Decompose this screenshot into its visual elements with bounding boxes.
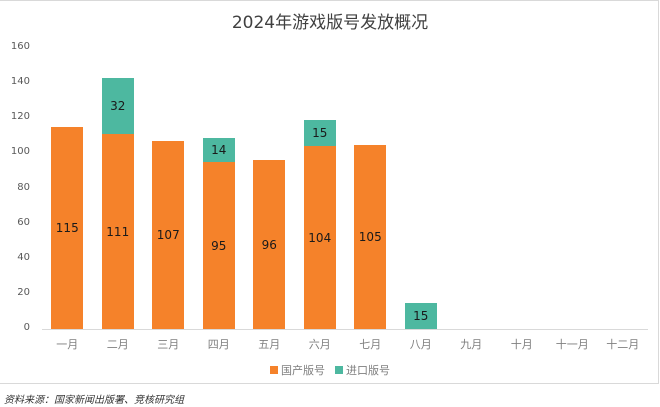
y-tick-label: 120 (10, 111, 30, 123)
x-tick-label: 十月 (510, 338, 533, 351)
legend-label-imported: 进口版号 (346, 364, 390, 377)
bar-segment-domestic: 115 (51, 127, 84, 329)
bar-stack: 105 (354, 144, 387, 329)
bar-stack: 104 15 (303, 120, 336, 329)
legend-label-domestic: 国产版号 (281, 364, 325, 377)
bar-segment-imported: 15 (404, 302, 437, 329)
data-label: 95 (211, 238, 227, 253)
x-tick-label: 十二月 (606, 338, 640, 351)
x-tick-label: 七月 (359, 338, 382, 351)
bar-stack: 96 (253, 160, 286, 329)
y-tick-label: 80 (17, 181, 30, 193)
bar-segment-domestic: 95 (202, 162, 235, 329)
x-tick-label: 十一月 (555, 338, 589, 351)
data-label: 15 (413, 308, 429, 323)
legend-swatch-domestic (270, 366, 278, 374)
y-tick-label: 40 (17, 251, 30, 263)
bar-segment-imported: 15 (303, 120, 336, 147)
bar-segment-domestic: 96 (253, 160, 286, 329)
data-label: 96 (261, 237, 277, 252)
y-tick-label: 100 (10, 146, 30, 158)
data-label: 115 (55, 221, 79, 236)
bar-stack: 111 32 (101, 77, 134, 329)
legend-item-domestic: 国产版号 (270, 362, 325, 378)
x-tick-label: 二月 (106, 338, 129, 351)
bar-stack: 115 (51, 127, 84, 329)
bar-segment-imported: 14 (202, 137, 235, 163)
x-tick-label: 一月 (56, 338, 79, 351)
y-tick-label: 20 (17, 286, 30, 298)
bar-segment-imported: 32 (101, 77, 134, 135)
bar-segment-domestic: 111 (101, 134, 134, 329)
bar-stack: 107 (152, 141, 185, 329)
x-tick-label: 三月 (157, 338, 180, 351)
data-label: 107 (156, 228, 180, 243)
legend: 国产版号 进口版号 (0, 362, 660, 378)
x-tick-label: 八月 (409, 338, 432, 351)
data-label: 111 (106, 224, 130, 239)
bar-segment-domestic: 104 (303, 146, 336, 329)
bar-segment-domestic: 105 (354, 144, 387, 329)
y-tick-label: 60 (17, 216, 30, 228)
x-tick-label: 五月 (258, 338, 281, 351)
data-label: 14 (211, 142, 227, 157)
y-tick-label: 140 (10, 76, 30, 88)
bar-stack: 95 14 (202, 137, 235, 329)
y-tick-label: 0 (23, 322, 30, 333)
plot-area: 115 111 32 107 95 14 96 104 15 105 15 (42, 48, 648, 329)
chart-title: 2024年游戏版号发放概况 (231, 13, 429, 33)
bar-segment-domestic: 107 (152, 141, 185, 329)
legend-swatch-imported (335, 366, 343, 374)
data-label: 32 (110, 98, 126, 113)
x-axis-line (42, 329, 648, 330)
x-tick-label: 六月 (308, 338, 331, 351)
y-tick-label: 160 (10, 41, 30, 52)
bar-stack: 15 (404, 302, 437, 329)
x-tick-label: 九月 (460, 338, 483, 351)
data-label: 104 (308, 230, 332, 245)
x-tick-label: 四月 (207, 338, 230, 351)
source-note: 资料来源：国家新闻出版署、竞核研究组 (4, 395, 184, 406)
data-label: 15 (312, 126, 328, 141)
data-label: 105 (358, 229, 382, 244)
legend-item-imported: 进口版号 (335, 362, 390, 378)
